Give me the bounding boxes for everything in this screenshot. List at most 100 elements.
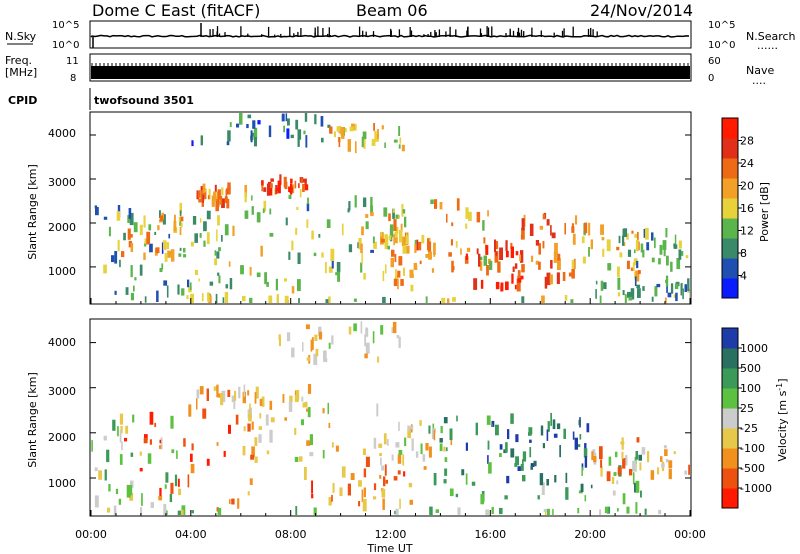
heatmap-cell — [328, 422, 331, 429]
heatmap-cell — [248, 414, 252, 422]
velocity-ytick-3000: 3000 — [48, 385, 76, 398]
heatmap-cell — [461, 469, 465, 476]
nsearch-tick-low: 10^0 — [708, 40, 735, 51]
heatmap-cell — [224, 291, 229, 303]
heatmap-cell — [201, 199, 204, 207]
heatmap-cell — [667, 292, 672, 298]
heatmap-cell — [198, 198, 202, 203]
heatmap-cell — [318, 326, 322, 337]
heatmap-cell — [522, 451, 527, 462]
heatmap-cell — [384, 464, 387, 476]
heatmap-cell — [392, 208, 395, 219]
heatmap-cell — [618, 235, 621, 244]
heatmap-cell — [455, 493, 459, 498]
heatmap-cell — [565, 487, 569, 500]
heatmap-cell — [542, 443, 545, 449]
heatmap-cell — [456, 198, 460, 211]
heatmap-cell — [376, 403, 379, 417]
heatmap-cell — [373, 496, 377, 500]
heatmap-cell — [410, 284, 414, 292]
heatmap-cell — [139, 264, 143, 276]
heatmap-cell — [180, 509, 184, 515]
heatmap-cell — [595, 280, 598, 285]
heatmap-cell — [579, 434, 582, 440]
heatmap-cell — [161, 263, 164, 270]
heatmap-cell — [229, 278, 233, 290]
heatmap-cell — [118, 498, 122, 505]
xtick-label: 12:00 — [375, 528, 407, 541]
heatmap-cell — [562, 272, 566, 281]
heatmap-cell — [214, 250, 217, 256]
heatmap-cell — [361, 136, 364, 148]
heatmap-cell — [259, 398, 263, 406]
heatmap-cell — [306, 357, 311, 361]
heatmap-cell — [577, 508, 580, 514]
heatmap-cell — [465, 207, 469, 219]
freq-band — [91, 66, 690, 79]
heatmap-cell — [401, 203, 404, 217]
heatmap-cell — [331, 442, 334, 448]
heatmap-cell — [360, 321, 363, 334]
freq-label: Freq. — [5, 54, 32, 67]
heatmap-cell — [167, 250, 171, 258]
heatmap-cell — [348, 201, 351, 211]
heatmap-cell — [130, 292, 134, 301]
heatmap-cell — [269, 183, 273, 196]
heatmap-cell — [203, 221, 207, 232]
heatmap-cell — [251, 421, 254, 430]
heatmap-cell — [450, 437, 453, 445]
xaxis-label: Time UT — [366, 542, 412, 554]
heatmap-cell — [396, 335, 400, 339]
heatmap-cell — [559, 445, 561, 458]
heatmap-cell — [252, 120, 256, 129]
heatmap-cell — [284, 295, 289, 303]
heatmap-cell — [395, 269, 397, 281]
heatmap-cell — [491, 507, 494, 514]
heatmap-cell — [588, 222, 591, 236]
heatmap-cell — [239, 113, 243, 125]
heatmap-cell — [176, 450, 178, 459]
heatmap-cell — [506, 475, 510, 484]
heatmap-cell — [674, 234, 677, 244]
heatmap-cell — [268, 295, 273, 303]
heatmap-cell — [617, 508, 619, 512]
velocity-frame — [89, 318, 692, 517]
heatmap-cell — [370, 211, 374, 217]
heatmap-cell — [217, 215, 220, 226]
heatmap-cell — [371, 139, 376, 146]
heatmap-cell — [517, 270, 521, 279]
heatmap-cell — [213, 386, 218, 391]
velocity-ytick-4000: 4000 — [48, 336, 76, 349]
heatmap-cell — [552, 419, 556, 430]
heatmap-cell — [676, 258, 681, 270]
heatmap-cell — [348, 244, 353, 253]
heatmap-cell — [339, 487, 343, 496]
heatmap-cell — [268, 125, 272, 138]
heatmap-cell — [621, 437, 624, 450]
heatmap-cell — [269, 429, 273, 443]
heatmap-cell — [554, 242, 558, 255]
heatmap-cell — [360, 243, 363, 253]
heatmap-cell — [382, 498, 385, 510]
heatmap-cell — [632, 472, 635, 485]
heatmap-cell — [171, 449, 175, 454]
nsky-trace — [90, 34, 690, 38]
heatmap-cell — [515, 456, 519, 466]
heatmap-cell — [425, 254, 429, 258]
heatmap-cell — [180, 222, 183, 228]
heatmap-cell — [635, 502, 638, 514]
heatmap-cell — [121, 441, 123, 451]
colorbar-swatch — [722, 368, 738, 389]
heatmap-cell — [433, 429, 436, 441]
heatmap-cell — [114, 251, 118, 264]
heatmap-cell — [195, 269, 198, 275]
heatmap-cell — [668, 460, 673, 468]
heatmap-cell — [606, 471, 611, 482]
heatmap-cell — [362, 131, 367, 140]
heatmap-cell — [240, 265, 244, 275]
power-panel: 4000 3000 2000 1000 Slant Range [km] 282… — [26, 111, 771, 305]
heatmap-cell — [479, 256, 483, 261]
nsky-tick-low: 10^0 — [52, 40, 79, 51]
heatmap-cell — [400, 279, 404, 286]
heatmap-cell — [398, 450, 403, 455]
